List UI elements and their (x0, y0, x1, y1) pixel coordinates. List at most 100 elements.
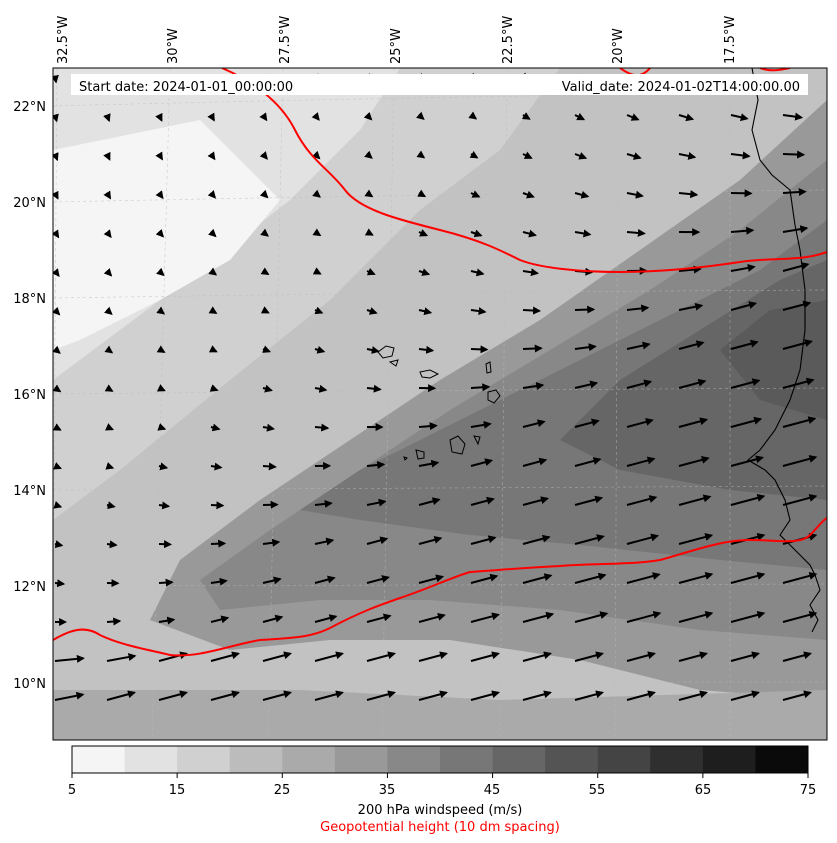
colorbar-swatch (702, 746, 756, 773)
wind-arrow (782, 690, 812, 701)
wind-arrow (210, 501, 225, 510)
wind-arrow (782, 571, 818, 584)
wind-arrow (207, 228, 217, 238)
wind-arrow (626, 190, 644, 199)
wind-arrow (158, 616, 176, 625)
wind-arrow (626, 113, 640, 121)
wind-arrow (106, 690, 136, 701)
wind-arrow (470, 535, 497, 545)
wind-arrow (678, 265, 702, 274)
wind-arrow (470, 573, 499, 584)
wind-arrow (678, 533, 714, 545)
wind-arrow (53, 384, 62, 393)
wind-arrow (311, 150, 321, 160)
wind-arrow (782, 416, 817, 428)
wind-arrow (366, 307, 378, 315)
wind-arrow (262, 384, 273, 393)
wind-arrow (104, 384, 114, 392)
colorbar-ticks (71, 773, 809, 778)
wind-arrow (156, 345, 166, 353)
wind-arrow (54, 579, 66, 588)
wind-arrow (470, 420, 492, 429)
wind-arrow (626, 304, 650, 313)
wind-arrow (312, 228, 322, 237)
wind-arrow (103, 113, 111, 123)
wind-arrow (782, 651, 812, 662)
wind-arrow (366, 346, 380, 354)
wind-arrow (105, 462, 115, 470)
wind-arrow (730, 113, 749, 122)
wind-arrow (678, 494, 712, 506)
cb-tick-label: 75 (800, 783, 817, 798)
wind-arrow (53, 462, 62, 470)
wind-arrow (678, 690, 708, 701)
wind-arrow (106, 540, 118, 549)
wind-arrow (416, 111, 425, 120)
wind-arrow (105, 423, 114, 431)
wind-arrow (54, 654, 85, 663)
wind-arrow (782, 493, 818, 506)
wind-arrow (522, 457, 548, 467)
wind-arrow (626, 341, 651, 350)
wind-arrow (522, 573, 553, 584)
wind-arrow (522, 611, 555, 623)
wind-arrow (730, 151, 751, 160)
wind-arrow (366, 536, 389, 545)
wind-arrow (366, 461, 386, 469)
colorbar-swatch (387, 746, 441, 773)
lat-label: 16°N (13, 388, 46, 403)
wind-arrow (103, 267, 113, 277)
wind-arrow (158, 501, 171, 510)
wind-arrow (53, 501, 63, 509)
wind-arrow (730, 610, 766, 623)
wind-arrow (156, 267, 165, 277)
lat-label: 10°N (13, 677, 46, 692)
lon-label: 25°W (389, 28, 404, 64)
wind-arrow (366, 690, 396, 701)
wind-arrow (207, 190, 217, 199)
wind-arrow (470, 496, 495, 506)
wind-arrow (730, 416, 763, 428)
wind-arrow (314, 537, 335, 546)
wind-arrow (155, 151, 163, 161)
wind-arrow (260, 267, 270, 276)
wind-arrow (312, 189, 321, 198)
wind-arrow (418, 268, 431, 276)
cb-tick-label: 65 (695, 783, 712, 798)
wind-arrow (314, 306, 324, 315)
wind-arrow (418, 229, 429, 237)
wind-arrow (262, 538, 281, 547)
wind-arrow (522, 419, 546, 428)
wind-arrow (678, 340, 705, 350)
wind-arrow (470, 383, 491, 392)
wind-arrow (522, 496, 549, 506)
wind-arrow (418, 612, 446, 623)
wind-arrow (574, 457, 602, 467)
wind-arrow (522, 268, 539, 277)
colorbar-swatch (650, 746, 704, 773)
wind-arrow (104, 345, 114, 354)
cape-verde-islands (377, 345, 501, 461)
wind-arrow (574, 611, 609, 623)
wind-arrow (106, 501, 116, 510)
wind-arrow (418, 651, 448, 662)
lon-label: 27.5°W (278, 16, 293, 64)
wind-arrow (522, 651, 552, 662)
wind-arrow (53, 74, 59, 84)
wind-arrow (468, 111, 478, 120)
wind-arrow (574, 572, 607, 584)
wind-arrow (730, 571, 766, 584)
contour-legend-label: Geopotential height (10 dm spacing) (320, 820, 560, 835)
wind-arrow (522, 306, 541, 315)
wind-arrow (626, 456, 656, 467)
lon-label: 32.5°W (56, 16, 71, 64)
wind-arrow (366, 651, 396, 662)
wind-arrow (418, 497, 441, 506)
wind-arrow (521, 112, 531, 120)
wind-arrow (678, 651, 708, 662)
wind-arrow (156, 306, 166, 315)
wind-arrow (53, 306, 61, 316)
wind-arrow (470, 190, 481, 198)
wind-arrow (522, 690, 552, 701)
wind-arrow (574, 651, 604, 662)
